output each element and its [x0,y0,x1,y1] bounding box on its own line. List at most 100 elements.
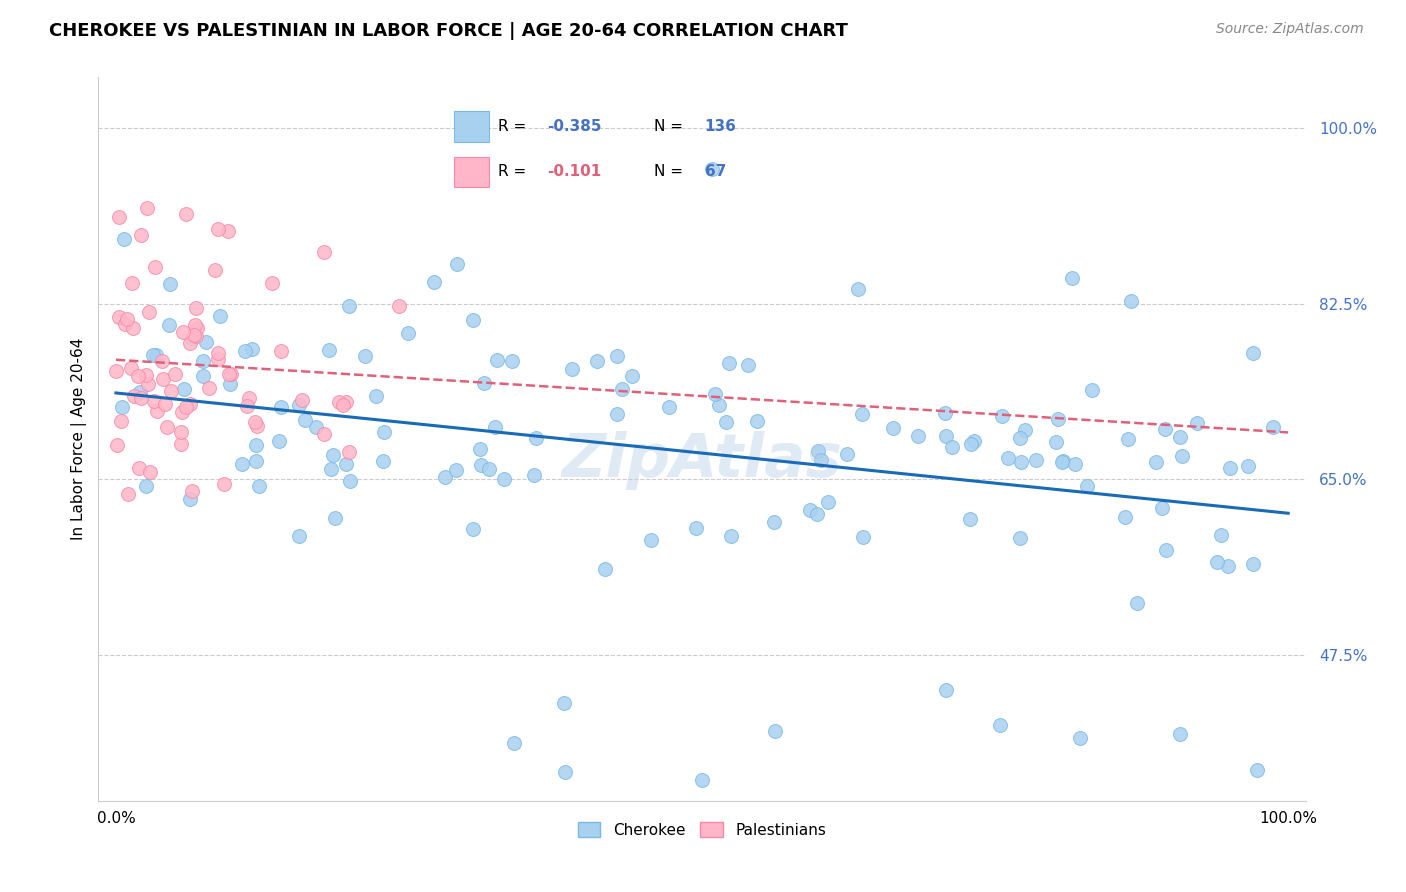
Point [318,343,340,358]
Point [183,327,205,342]
Point [195,335,218,350]
Point [690,772,713,787]
Point [851,407,873,421]
Text: N =: N = [654,164,689,179]
Point [270,400,292,414]
Point [156,419,179,434]
Point [960,437,983,451]
Point [153,397,176,411]
Point [322,449,344,463]
Point [763,724,786,739]
Point [484,420,506,434]
Point [160,384,183,399]
Point [328,394,350,409]
Point [337,445,360,459]
Point [247,479,270,493]
Point [745,414,768,428]
Point [1237,459,1260,474]
Bar [454,112,489,142]
Point [806,507,828,521]
Point [446,257,468,271]
Point [152,372,174,386]
Point [935,429,957,443]
Point [176,400,198,414]
Point [236,399,259,413]
Point [606,349,628,363]
Point [186,320,208,334]
Point [305,419,328,434]
Point [129,391,152,405]
Point [335,395,357,409]
Point [1126,596,1149,610]
Point [1063,458,1085,472]
Point [145,348,167,362]
Point [1025,452,1047,467]
Point [179,397,201,411]
Point [714,416,737,430]
Text: -0.101: -0.101 [547,164,602,179]
Point [122,389,145,403]
Point [339,474,361,488]
Point [810,453,832,467]
Bar [454,157,489,187]
Point [882,421,904,435]
Point [658,400,681,414]
Point [1121,293,1143,308]
Point [314,427,336,442]
Point [181,330,204,344]
Point [807,444,830,458]
Point [170,425,193,439]
Point [997,450,1019,465]
Point [150,354,173,368]
Point [1261,419,1284,434]
Text: R =: R = [499,164,531,179]
Point [959,511,981,525]
Point [1246,763,1268,777]
Point [240,343,263,357]
Point [720,529,742,543]
Point [990,409,1012,424]
Point [214,476,236,491]
Point [323,511,346,525]
Point [593,562,616,576]
Point [117,487,139,501]
Point [111,400,134,414]
Point [197,382,219,396]
Point [146,404,169,418]
Point [246,418,269,433]
Point [139,466,162,480]
Point [423,276,446,290]
Point [396,326,419,340]
Point [1014,424,1036,438]
Point [606,408,628,422]
Point [388,299,411,313]
Point [1218,559,1240,574]
Point [332,398,354,412]
Point [121,276,143,290]
Point [353,349,375,363]
Point [207,346,229,360]
Point [231,457,253,471]
Point [935,682,957,697]
Point [260,276,283,290]
Point [138,305,160,319]
Point [135,368,157,382]
Point [1008,431,1031,445]
Point [1076,479,1098,493]
Point [474,376,496,390]
Point [108,211,131,225]
Point [319,462,342,476]
Point [1060,271,1083,285]
Point [129,385,152,400]
Point [1170,727,1192,741]
Point [620,369,643,384]
Point [238,391,260,405]
Text: 136: 136 [704,120,737,135]
Point [1114,510,1136,524]
Point [105,364,128,378]
Point [186,329,208,343]
Point [852,530,875,544]
Point [1171,449,1194,463]
Point [219,367,242,381]
Y-axis label: In Labor Force | Age 20-64: In Labor Force | Age 20-64 [72,338,87,541]
